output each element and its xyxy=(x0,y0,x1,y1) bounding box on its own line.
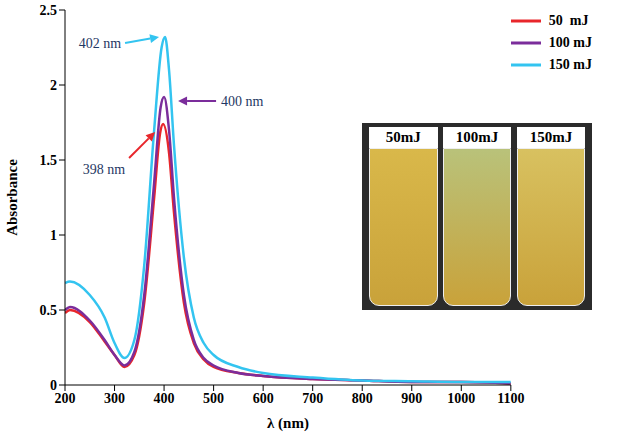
svg-text:500: 500 xyxy=(203,391,224,406)
svg-text:2.5: 2.5 xyxy=(40,3,58,18)
svg-text:0: 0 xyxy=(50,378,57,393)
svg-text:400: 400 xyxy=(154,391,175,406)
svg-text:900: 900 xyxy=(401,391,422,406)
svg-text:1000: 1000 xyxy=(447,391,475,406)
svg-text:1: 1 xyxy=(50,228,57,243)
html-text:50 mJ: 50 mJ xyxy=(548,13,589,28)
svg-text:λ (nm): λ (nm) xyxy=(267,415,309,432)
svg-text:1100: 1100 xyxy=(497,391,524,406)
html-text:100 mJ: 100 mJ xyxy=(548,35,592,50)
svg-text:Absorbance: Absorbance xyxy=(4,159,20,236)
svg-text:402 nm: 402 nm xyxy=(79,36,122,51)
svg-text:2: 2 xyxy=(50,78,57,93)
svg-text:400 nm: 400 nm xyxy=(221,94,264,109)
svg-text:200: 200 xyxy=(55,391,76,406)
svg-text:300: 300 xyxy=(104,391,125,406)
svg-text:600: 600 xyxy=(253,391,274,406)
svg-text:398 nm: 398 nm xyxy=(83,162,126,177)
svg-text:0.5: 0.5 xyxy=(40,303,58,318)
html-text:100mJ: 100mJ xyxy=(455,128,499,145)
html-text:50mJ: 50mJ xyxy=(385,128,421,145)
html-text:150mJ: 150mJ xyxy=(529,128,573,145)
svg-text:700: 700 xyxy=(302,391,323,406)
svg-text:800: 800 xyxy=(352,391,373,406)
svg-text:1.5: 1.5 xyxy=(40,153,58,168)
html-text:150 mJ: 150 mJ xyxy=(548,57,592,72)
